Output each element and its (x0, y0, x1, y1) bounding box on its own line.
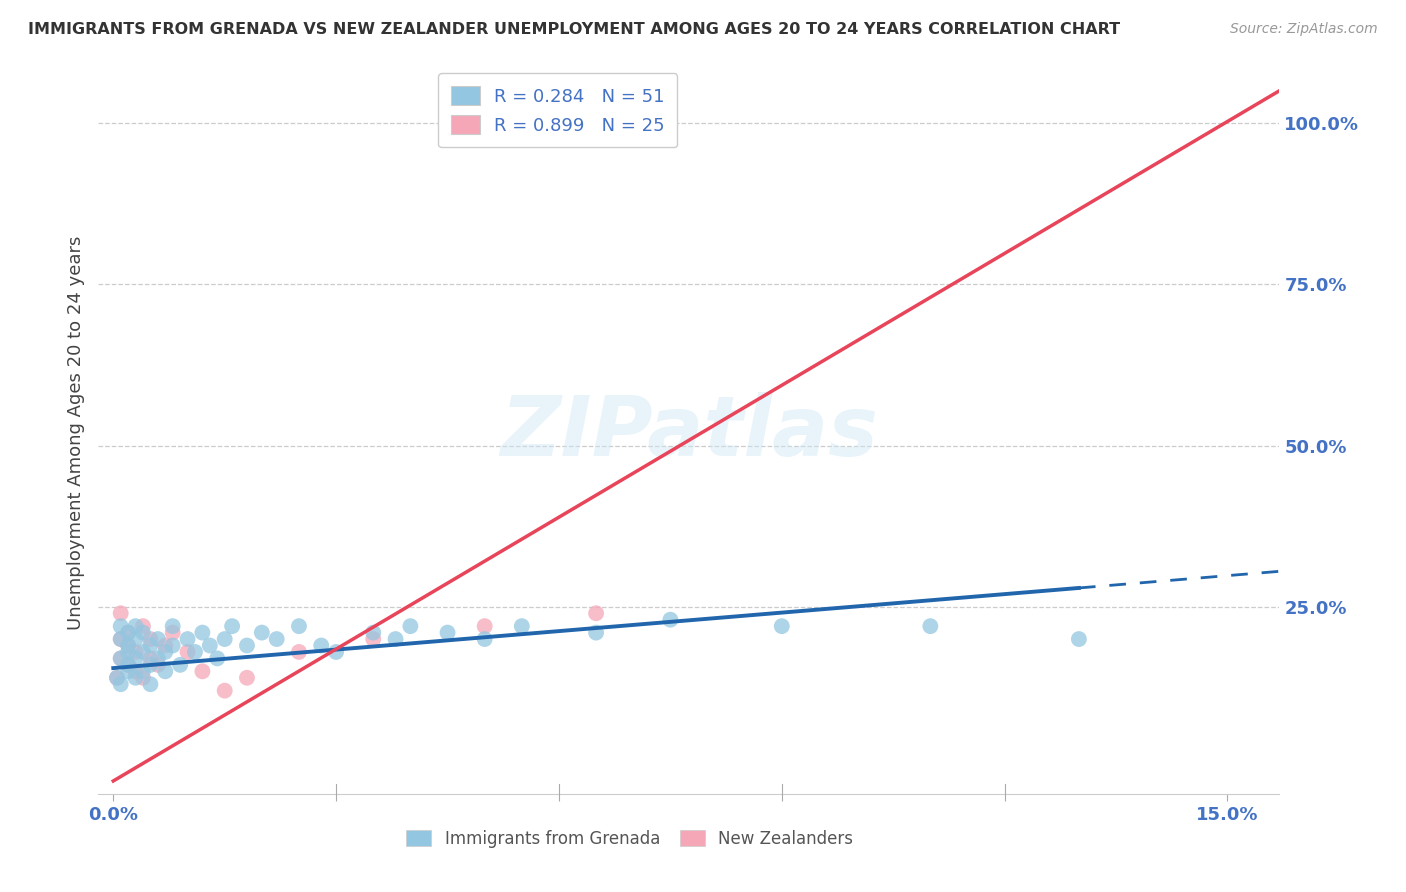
Point (110, 651, 132, 665)
Point (920, 619, 942, 633)
Point (124, 645, 146, 659)
Point (169, 657, 191, 672)
Point (132, 625, 155, 640)
Point (191, 665, 214, 679)
Point (139, 677, 162, 691)
Point (105, 671, 128, 685)
Point (117, 625, 139, 640)
Point (162, 625, 184, 640)
Point (132, 645, 155, 659)
Point (770, 619, 793, 633)
Point (361, 625, 384, 640)
Point (250, 625, 273, 640)
Point (176, 645, 198, 659)
Point (117, 639, 139, 653)
Text: IMMIGRANTS FROM GRENADA VS NEW ZEALANDER UNEMPLOYMENT AMONG AGES 20 TO 24 YEARS : IMMIGRANTS FROM GRENADA VS NEW ZEALANDER… (28, 22, 1121, 37)
Point (214, 683, 236, 698)
Point (198, 639, 221, 653)
Point (155, 639, 177, 653)
Point (124, 651, 146, 665)
Point (510, 619, 533, 633)
Point (117, 657, 139, 672)
Point (110, 632, 132, 646)
Point (124, 619, 146, 633)
Point (132, 665, 155, 679)
Point (399, 619, 422, 633)
Point (110, 632, 132, 646)
Point (117, 645, 139, 659)
Point (146, 632, 169, 646)
Point (155, 665, 177, 679)
Point (309, 639, 332, 653)
Point (474, 619, 496, 633)
Text: ZIPatlas: ZIPatlas (501, 392, 877, 473)
Point (266, 632, 288, 646)
Point (139, 651, 162, 665)
Point (176, 632, 198, 646)
Point (105, 671, 128, 685)
Point (659, 613, 682, 627)
Legend: Immigrants from Grenada, New Zealanders: Immigrants from Grenada, New Zealanders (399, 822, 860, 855)
Point (110, 607, 132, 621)
Point (162, 619, 184, 633)
Point (585, 607, 607, 621)
Point (117, 657, 139, 672)
Point (207, 651, 229, 665)
Point (214, 632, 236, 646)
Point (117, 639, 139, 653)
Point (132, 671, 155, 685)
Point (184, 645, 207, 659)
Point (288, 645, 311, 659)
Point (474, 632, 496, 646)
Point (139, 639, 162, 653)
Point (325, 645, 347, 659)
Point (146, 657, 169, 672)
Point (117, 665, 139, 679)
Point (288, 619, 311, 633)
Text: Source: ZipAtlas.com: Source: ZipAtlas.com (1230, 22, 1378, 37)
Y-axis label: Unemployment Among Ages 20 to 24 years: Unemployment Among Ages 20 to 24 years (66, 235, 84, 630)
Point (236, 671, 259, 685)
Point (124, 671, 146, 685)
Point (221, 619, 243, 633)
Point (110, 651, 132, 665)
Point (139, 632, 162, 646)
Point (162, 639, 184, 653)
Point (585, 625, 607, 640)
Point (191, 625, 214, 640)
Point (124, 632, 146, 646)
Point (146, 651, 169, 665)
Point (117, 625, 139, 640)
Point (1067, 632, 1090, 646)
Point (124, 665, 146, 679)
Point (436, 625, 458, 640)
Point (155, 645, 177, 659)
Point (110, 677, 132, 691)
Point (384, 632, 406, 646)
Point (236, 639, 259, 653)
Point (110, 619, 132, 633)
Point (361, 632, 384, 646)
Point (139, 657, 162, 672)
Point (132, 619, 155, 633)
